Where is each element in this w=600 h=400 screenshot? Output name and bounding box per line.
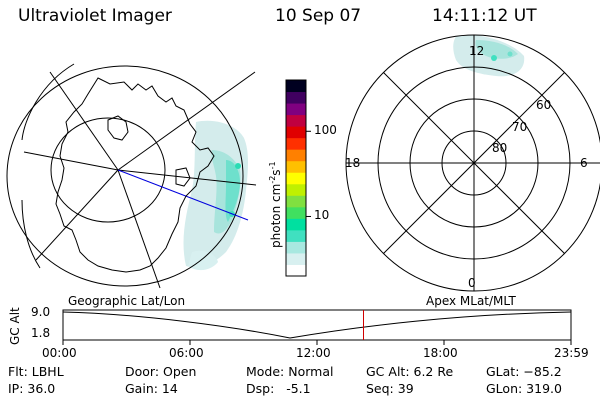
altitude-xtick-0: 00:00 (42, 346, 77, 360)
coastline (55, 77, 215, 273)
mlt-label-12: 12 (469, 44, 485, 58)
colorbar-unit-label: photon cm-2s-1 (268, 161, 283, 248)
colorbar-segment (286, 241, 306, 254)
coastline-island (175, 167, 191, 187)
colorbar-segment (286, 149, 306, 162)
right-emission (453, 35, 525, 77)
colorbar-segment (286, 195, 306, 208)
map-boundary (6, 65, 244, 287)
mlat-label-60: 60 (536, 98, 552, 112)
colorbar-segment (286, 103, 306, 116)
mlat-label-80: 80 (492, 141, 508, 155)
colorbar-segment (286, 137, 306, 150)
meridian-lines (21, 63, 257, 289)
geographic-caption: Geographic Lat/Lon (68, 294, 186, 308)
altitude-ytick-top: 9.0 (31, 305, 51, 319)
colorbar-segment (286, 160, 306, 173)
info-gc-alt: GC Alt: 6.2 Re (366, 364, 454, 379)
info-glat: GLat: −85.2 (486, 364, 562, 379)
mlt-label-18: 18 (345, 156, 361, 170)
colorbar-tick-100: 100 (314, 123, 337, 138)
mlat-label-70: 70 (512, 120, 528, 134)
colorbar-segment (286, 183, 306, 196)
info-dsp: Dsp: -5.1 (246, 381, 311, 396)
colorbar (285, 79, 311, 277)
colorbar-segment (286, 80, 306, 93)
latitude-circle (50, 117, 166, 223)
colorbar-segment (286, 252, 306, 265)
magnetic-meridian-line (117, 169, 249, 221)
altitude-xtick-4: 23:59 (554, 346, 589, 360)
colorbar-segment (286, 126, 306, 139)
date-label: 10 Sep 07 (275, 6, 362, 26)
altitude-plot (62, 309, 572, 345)
info-glon: GLon: 319.0 (486, 381, 562, 396)
colorbar-tick-10: 10 (314, 208, 330, 223)
info-flt: Flt: LBHL (8, 364, 64, 379)
altitude-xtick-2: 12:00 (296, 346, 331, 360)
altitude-ytick-bottom: 1.8 (31, 326, 51, 340)
colorbar-segment (286, 206, 306, 219)
altitude-ylabel: GC Alt (8, 307, 22, 345)
colorbar-unit-exp2: -1 (268, 161, 277, 170)
info-seq: Seq: 39 (366, 381, 414, 396)
colorbar-segment (286, 172, 306, 185)
colorbar-segment (286, 218, 306, 231)
geographic-map (6, 63, 257, 289)
colorbar-segment (286, 114, 306, 127)
altitude-xtick-3: 18:00 (423, 346, 458, 360)
colorbar-unit-exp1: -2 (268, 175, 277, 184)
colorbar-frame (285, 79, 307, 277)
colorbar-segment (286, 264, 306, 277)
left-emission (183, 120, 248, 271)
instrument-title: Ultraviolet Imager (18, 6, 172, 26)
time-label: 14:11:12 UT (432, 6, 537, 26)
info-gain: Gain: 14 (125, 381, 178, 396)
apex-caption: Apex MLat/MLT (426, 294, 516, 308)
mlt-label-0: 0 (468, 276, 476, 290)
colorbar-unit-s: s (269, 169, 283, 176)
magnetic-polar-plot (345, 34, 600, 292)
altitude-xtick-1: 06:00 (169, 346, 204, 360)
polar-spokes (346, 35, 600, 291)
coastline-inner (107, 115, 129, 141)
altitude-curve (62, 311, 572, 339)
colorbar-segment (286, 91, 306, 104)
info-mode: Mode: Normal (246, 364, 334, 379)
info-door: Door: Open (125, 364, 197, 379)
mlt-label-6: 6 (580, 156, 588, 170)
altitude-x-ticks (62, 340, 572, 345)
info-ip: IP: 36.0 (8, 381, 56, 396)
colorbar-unit-text: photon cm (269, 183, 283, 248)
colorbar-segment (286, 229, 306, 242)
